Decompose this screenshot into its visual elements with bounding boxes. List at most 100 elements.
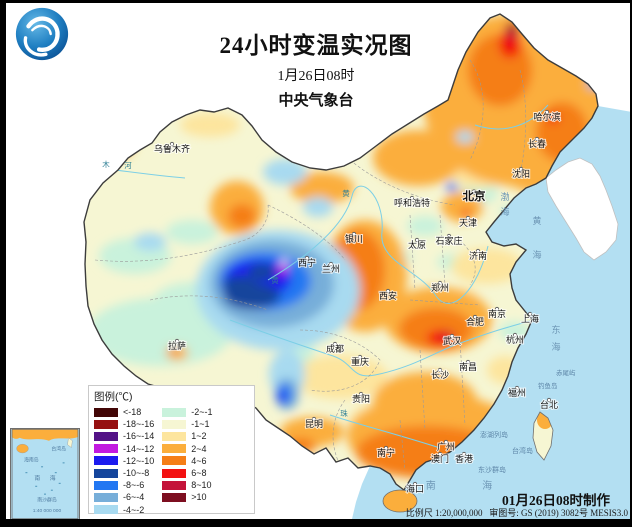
city-marker	[357, 354, 363, 360]
legend-row: -8~-6	[94, 479, 154, 491]
sea-label: 海	[500, 206, 509, 217]
province-borders	[94, 59, 527, 471]
city-label: 西宁	[298, 257, 316, 268]
legend-swatch	[94, 456, 118, 466]
legend-row: -14~-12	[94, 443, 154, 455]
rivers	[99, 104, 549, 449]
legend-label: >10	[191, 492, 207, 503]
river-labels: 木河黄黄珠	[102, 159, 350, 418]
city-marker	[385, 288, 391, 294]
korea-peninsula	[545, 157, 619, 261]
legend-row: -18~-16	[94, 418, 154, 430]
city-marker	[471, 189, 477, 195]
city-marker	[169, 141, 175, 147]
city-label: 福州	[508, 387, 526, 398]
legend-row: <-18	[94, 406, 154, 418]
river-label: 河	[124, 161, 132, 170]
legend-swatch	[94, 407, 118, 417]
frame-border-bottom	[0, 519, 632, 527]
china-boundary	[83, 13, 599, 492]
inset-label: 南沙群岛	[37, 496, 57, 503]
city-marker	[465, 215, 471, 221]
city-marker	[461, 451, 467, 457]
city-label: 长沙	[431, 369, 449, 380]
legend-columns: <-18 -18~-16 -16~-14 -14~-12 -12~-10 -10~-8 -8…	[94, 406, 249, 516]
city-marker	[546, 397, 552, 403]
city-label: 沈阳	[512, 168, 530, 179]
sea-label: 海	[532, 249, 541, 260]
legend-label: 2~4	[191, 443, 207, 454]
legend-swatch	[94, 444, 118, 454]
legend-swatch	[94, 492, 118, 502]
city-marker	[174, 338, 180, 344]
sea-label: 赤尾屿	[556, 368, 576, 377]
legend-swatch	[94, 419, 118, 429]
city-marker	[494, 306, 500, 312]
city-marker	[527, 311, 533, 317]
legend-label: -16~-14	[123, 431, 155, 442]
city-label: 重庆	[351, 356, 369, 367]
legend-label: -8~-6	[123, 480, 145, 491]
city-marker	[475, 248, 481, 254]
city-marker	[465, 359, 471, 365]
city-label: 南昌	[459, 361, 477, 372]
city-marker	[437, 451, 443, 457]
legend-row: 8~10	[162, 479, 212, 491]
city-label: 太原	[408, 239, 426, 250]
legend-row: 1~2	[162, 430, 212, 442]
river-label: 黄	[342, 188, 350, 198]
inset-label: 南 海	[34, 474, 59, 482]
city-marker	[544, 109, 550, 115]
river-label: 黄	[271, 275, 279, 285]
city-marker	[443, 439, 449, 445]
city-label: 天津	[459, 218, 477, 228]
sea-label: 澎湖列岛	[480, 430, 508, 439]
city-marker	[512, 332, 518, 338]
city-label: 杭州	[506, 334, 524, 345]
inset-scale: 1:40 000 000	[33, 508, 62, 514]
legend-label: -4~-2	[123, 504, 145, 515]
legend-label: -14~-12	[123, 443, 155, 454]
city-label: 香港	[455, 453, 473, 464]
legend-col-right: -2~-1 -1~1 1~2 2~4 4~6 6~8 8~10 >10	[162, 406, 213, 516]
cma-logo	[15, 7, 69, 61]
south-china-sea-inset: 台湾岛 海南岛南 海南沙群岛 1:40 000 000	[10, 428, 80, 520]
city-marker	[412, 481, 418, 487]
legend-swatch	[162, 419, 187, 429]
city-label: 贵阳	[352, 393, 370, 404]
city-marker	[446, 233, 452, 239]
frame-border-right	[630, 0, 632, 527]
city-label: 哈尔滨	[533, 111, 560, 122]
sea-label: 南 海	[426, 479, 515, 492]
legend-row: -4~-2	[94, 504, 154, 516]
legend-label: -1~1	[191, 419, 210, 430]
legend-swatch	[162, 431, 187, 441]
legend-row: 2~4	[162, 443, 212, 455]
city-label: 银川	[345, 233, 363, 244]
city-label: 呼和浩特	[394, 197, 430, 208]
city-label: 昆明	[305, 419, 323, 429]
city-label: 西安	[379, 290, 397, 301]
inset-hainan	[16, 443, 29, 454]
city-label: 郑州	[431, 282, 449, 293]
city-marker	[332, 341, 338, 347]
legend-row: >10	[162, 491, 212, 503]
city-marker	[358, 391, 364, 397]
sea-label: 渤	[500, 191, 509, 202]
city-marker	[472, 314, 478, 320]
legend-swatch	[162, 407, 187, 417]
inset-taiwan	[67, 437, 73, 448]
sea-label: 黄	[532, 215, 541, 226]
legend-box: 图例(℃) <-18 -18~-16 -16~-14 -14~-12 -12~-10 -1…	[88, 385, 255, 516]
production-timestamp: 01月26日08时制作	[502, 493, 610, 508]
city-marker	[437, 280, 443, 286]
inset-label: 海南岛	[24, 456, 39, 463]
legend-swatch	[162, 456, 187, 466]
legend-row: -6~-4	[94, 491, 154, 503]
city-marker	[437, 367, 443, 373]
river-label: 木	[102, 159, 110, 169]
sea-label: 钓鱼岛	[538, 381, 558, 390]
legend-swatch	[162, 492, 187, 502]
